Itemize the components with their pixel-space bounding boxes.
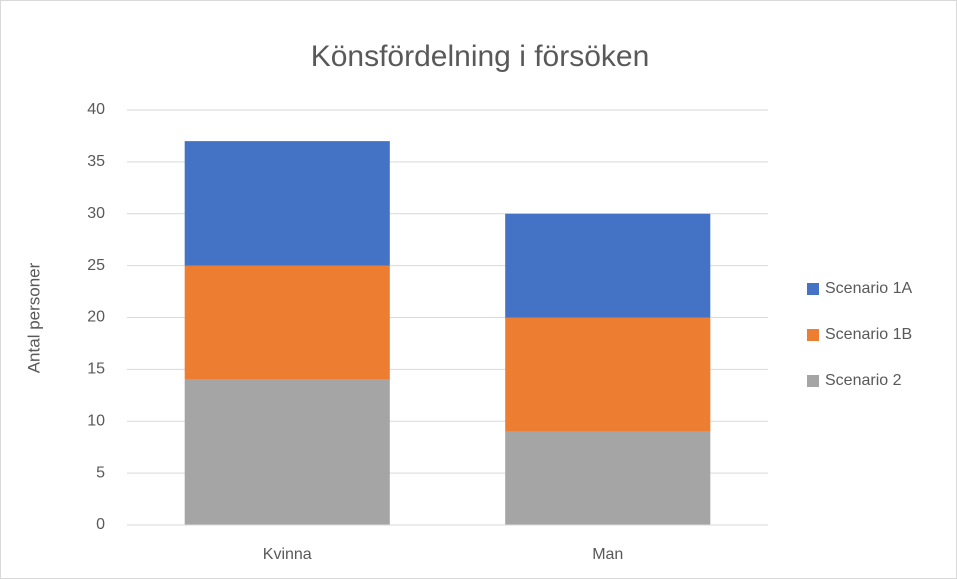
y-tick-label: 25 bbox=[87, 257, 105, 274]
chart-title: Könsfördelning i försöken bbox=[311, 40, 650, 73]
y-tick-label: 5 bbox=[96, 464, 105, 481]
x-tick-label: Kvinna bbox=[263, 546, 312, 563]
y-tick-label: 30 bbox=[87, 205, 105, 222]
y-tick-label: 20 bbox=[87, 309, 105, 326]
legend-swatch bbox=[807, 329, 819, 341]
legend-swatch bbox=[807, 375, 819, 387]
y-tick-label: 0 bbox=[96, 516, 105, 533]
y-tick-label: 10 bbox=[87, 412, 105, 429]
y-tick-label: 35 bbox=[87, 153, 105, 170]
bar-segment bbox=[505, 317, 711, 432]
bar-segment bbox=[184, 265, 390, 380]
bar-segment bbox=[184, 379, 390, 525]
legend-label: Scenario 1A bbox=[825, 280, 912, 297]
bar-segment bbox=[505, 431, 711, 525]
y-tick-label: 40 bbox=[87, 101, 105, 118]
y-axis-label: Antal personer bbox=[24, 262, 43, 373]
y-tick-label: 15 bbox=[87, 361, 105, 378]
x-tick-label: Man bbox=[592, 546, 623, 563]
bar-segment bbox=[184, 141, 390, 266]
bar-segment bbox=[505, 213, 711, 318]
legend-label: Scenario 1B bbox=[825, 326, 912, 343]
legend-swatch bbox=[807, 283, 819, 295]
legend-label: Scenario 2 bbox=[825, 372, 902, 389]
